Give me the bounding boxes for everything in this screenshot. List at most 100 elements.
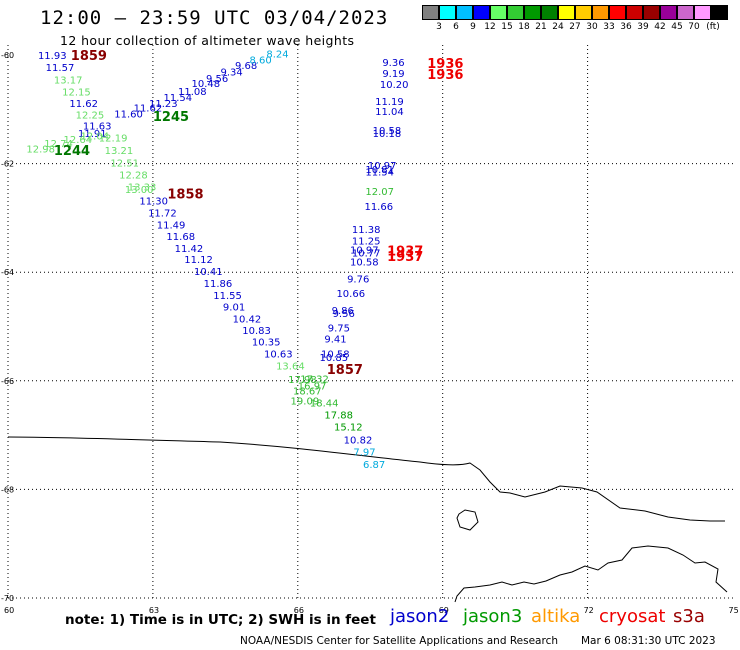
swh-value: 11.23 (149, 99, 178, 110)
legend-label: 39 (637, 22, 649, 32)
pass-time-label: 1245 (153, 110, 189, 125)
note-text: note: 1) Time is in UTC; 2) SWH is in fe… (65, 612, 376, 628)
swh-value: 9.34 (221, 67, 243, 78)
swh-value: 10.58 (350, 257, 379, 268)
swh-value: 10.48 (192, 79, 221, 90)
swh-value: 11.04 (375, 107, 404, 118)
swh-value: 9.56 (206, 74, 228, 85)
footer-timestamp: Mar 6 08:31:30 UTC 2023 (581, 635, 716, 647)
swh-value: 10.42 (233, 314, 262, 325)
legend-swatch (524, 5, 541, 20)
swh-value: 12.64 (64, 135, 93, 146)
lat-tick-label: -60 (1, 51, 14, 60)
legend-swatch (592, 5, 609, 20)
swh-value: 11.60 (114, 110, 143, 121)
swh-value: 17.32 (300, 375, 329, 386)
legend-swatch (422, 5, 439, 20)
swh-value: 10.58 (321, 350, 350, 361)
swh-observations: 11.9311.5713.1712.1511.6212.2511.6311.91… (26, 49, 408, 471)
swh-value: 10.77 (352, 249, 381, 260)
swh-value: 11.54 (365, 168, 394, 179)
swh-value: 9.19 (382, 69, 404, 80)
swh-value: 19.09 (291, 396, 320, 407)
swh-value: 11.30 (139, 197, 168, 208)
legend-swatch (439, 5, 456, 20)
legend-unit: (ft) (706, 22, 720, 32)
swh-value: 13.17 (54, 75, 83, 86)
lon-tick-label: 72 (584, 606, 594, 615)
swh-value: 11.38 (352, 225, 381, 236)
footer-org: NOAA/NESDIS Center for Satellite Applica… (240, 635, 558, 647)
pass-time-label: 1857 (327, 363, 363, 378)
swh-value: 12.28 (119, 170, 148, 181)
pass-time-label: 1244 (54, 144, 90, 159)
page-title: 12:00 – 23:59 UTC 03/04/2023 (40, 7, 389, 29)
legend-label: 45 (671, 22, 683, 32)
legend-label: 24 (552, 22, 564, 32)
pass-time-label: 1937 (387, 250, 423, 265)
lat-tick-label: -68 (1, 485, 14, 494)
swh-value: 10.82 (344, 435, 373, 446)
legend-label: 33 (603, 22, 615, 32)
swh-value: 7.97 (353, 447, 375, 458)
swh-value: 10.81 (365, 165, 394, 176)
legend-label: 70 (688, 22, 700, 32)
swh-value: 11.19 (375, 97, 404, 108)
legend-swatch (490, 5, 507, 20)
legend-label: 15 (501, 22, 513, 32)
legend-label: 12 (484, 22, 496, 32)
pass-time-label: 1936 (427, 57, 463, 72)
swh-value: 17.98 (288, 375, 317, 386)
swh-value: 11.72 (148, 208, 177, 219)
swh-value: 9.41 (324, 334, 346, 345)
swh-value: 10.97 (368, 161, 397, 172)
swh-value: 11.63 (83, 122, 112, 133)
pass-time-label: 1936 (427, 68, 463, 83)
swh-value: 11.49 (157, 220, 186, 231)
swh-value: 11.57 (46, 63, 75, 74)
legend-label: 21 (535, 22, 547, 32)
swh-value: 12.19 (99, 134, 128, 145)
swh-value: 11.08 (178, 87, 207, 98)
legend-label: 36 (620, 22, 632, 32)
swh-value: 11.54 (164, 93, 193, 104)
satellite-s3a: s3a (673, 606, 705, 627)
swh-value: 9.75 (328, 324, 350, 335)
antarctic-coastline (7, 436, 728, 603)
legend-label: 3 (436, 22, 442, 32)
lat-lon-grid (7, 45, 735, 600)
swh-value: 12.98 (26, 144, 55, 155)
swh-value: 11.12 (184, 255, 213, 266)
pass-time-label: 1859 (71, 49, 107, 64)
satellite-altika: altika (531, 606, 581, 627)
legend-label: 9 (470, 22, 476, 32)
swh-value: 9.56 (333, 309, 355, 320)
swh-value: 13.64 (276, 362, 305, 373)
legend-swatch (507, 5, 524, 20)
swh-value: 12.74 (44, 139, 73, 150)
swh-value: 16.97 (298, 382, 327, 393)
swh-value: 11.55 (213, 291, 242, 302)
pass-time-label: 1937 (387, 244, 423, 259)
swh-value: 8.60 (250, 55, 272, 66)
swh-value: 10.97 (350, 245, 379, 256)
legend-swatch (541, 5, 558, 20)
swh-value: 10.58 (373, 126, 402, 137)
legend-swatch (456, 5, 473, 20)
swh-value: 10.66 (336, 289, 365, 300)
swh-value: 9.36 (382, 58, 404, 69)
page-subtitle: 12 hour collection of altimeter wave hei… (60, 33, 355, 48)
swh-value: 11.66 (364, 202, 393, 213)
swh-value: 13.33 (128, 182, 157, 193)
swh-value: 17.88 (324, 410, 353, 421)
swh-value: 10.63 (264, 350, 293, 361)
swh-value: 11.86 (204, 279, 233, 290)
legend-swatch (677, 5, 694, 20)
swh-value: 9.76 (347, 275, 369, 286)
swh-value: 11.42 (175, 244, 204, 255)
lat-tick-label: -62 (1, 160, 14, 169)
legend-label: 6 (453, 22, 459, 32)
swh-value: 12.04 (80, 131, 109, 142)
